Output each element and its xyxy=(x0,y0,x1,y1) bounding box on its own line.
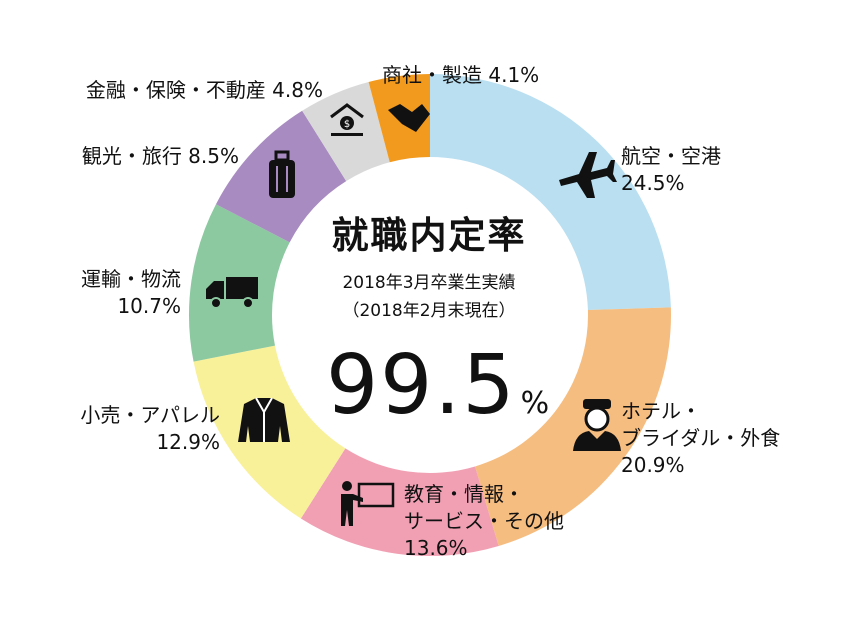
hotel-staff-icon xyxy=(573,399,621,451)
slice-label-education: 教育・情報・ サービス・その他 13.6% xyxy=(404,481,564,562)
donut-slice-0 xyxy=(430,74,671,311)
slice-label-retail-value: 12.9% xyxy=(156,430,220,454)
handshake-icon xyxy=(388,104,430,132)
slice-label-education-name2: サービス・その他 xyxy=(404,509,564,533)
total-rate: 99.5% xyxy=(326,338,549,433)
slice-label-hotel-name1: ホテル・ xyxy=(621,399,701,423)
bank-icon: $ xyxy=(330,103,364,136)
donut-slice-1 xyxy=(475,307,671,547)
slice-label-transport: 運輸・物流 10.7% xyxy=(81,266,181,320)
slice-label-trading: 商社・製造 4.1% xyxy=(382,62,539,89)
slice-label-airport: 航空・空港 24.5% xyxy=(621,143,721,197)
slice-label-finance-text: 金融・保険・不動産 4.8% xyxy=(85,78,323,102)
slice-label-hotel-value: 20.9% xyxy=(621,453,685,477)
slice-label-education-value: 13.6% xyxy=(404,536,468,560)
slice-label-transport-name: 運輸・物流 xyxy=(81,267,181,291)
svg-text:$: $ xyxy=(344,119,350,130)
airplane-icon xyxy=(559,152,617,198)
slice-label-education-name1: 教育・情報・ xyxy=(404,482,524,506)
slice-label-finance: 金融・保険・不動産 4.8% xyxy=(86,77,323,104)
suitcase-icon xyxy=(269,150,295,198)
slice-label-airport-value: 24.5% xyxy=(621,171,685,195)
slice-label-trading-text: 商社・製造 4.1% xyxy=(382,63,540,87)
slice-label-hotel-name2: ブライダル・外食 xyxy=(621,426,781,450)
total-rate-value: 99.5 xyxy=(326,338,517,433)
slice-label-hotel: ホテル・ ブライダル・外食 20.9% xyxy=(621,398,780,479)
slice-label-tourism: 観光・旅行 8.5% xyxy=(82,143,239,170)
slice-label-retail-name: 小売・アパレル xyxy=(80,403,220,427)
slice-label-transport-value: 10.7% xyxy=(117,294,181,318)
jacket-icon xyxy=(238,397,290,442)
slice-label-retail: 小売・アパレル 12.9% xyxy=(80,402,220,456)
teacher-board-icon xyxy=(341,481,395,526)
slice-label-tourism-text: 観光・旅行 8.5% xyxy=(81,144,239,168)
donut-slice-6 xyxy=(302,81,390,182)
slice-label-airport-name: 航空・空港 xyxy=(621,144,721,168)
donut-slice-2 xyxy=(300,448,499,556)
chart-subtitle-date: （2018年2月末現在） xyxy=(342,301,516,321)
total-rate-unit: % xyxy=(520,386,550,421)
chart-title: 就職内定率 xyxy=(331,214,527,257)
chart-subtitle-year: 2018年3月卒業生実績 xyxy=(342,273,516,293)
truck-icon xyxy=(206,277,258,309)
